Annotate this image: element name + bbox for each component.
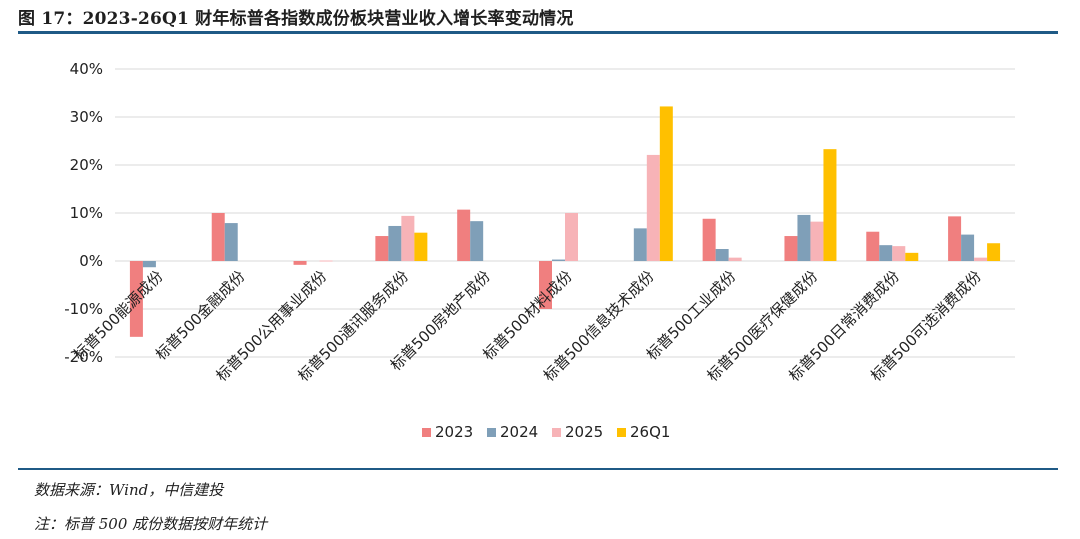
category-label: 标普500材料成份 [479, 267, 576, 364]
legend-swatch-2023 [422, 428, 431, 437]
legend-swatch-26Q1 [617, 428, 626, 437]
bar-2024-6 [633, 228, 647, 261]
category-label: 标普500工业成份 [643, 267, 740, 364]
bar-2023-3 [375, 236, 389, 261]
legend-label-2025: 2025 [565, 423, 603, 441]
bar-2023-5 [539, 261, 552, 309]
y-tick-label: 0% [79, 252, 103, 270]
bar-26Q1-10 [987, 243, 1001, 261]
bar-2025-7 [728, 257, 742, 261]
legend-label-26Q1: 26Q1 [630, 423, 670, 441]
bottom-rule [18, 468, 1058, 470]
bar-2023-2 [293, 261, 307, 265]
bar-2025-10 [974, 257, 988, 261]
bar-26Q1-8 [823, 149, 837, 261]
bar-2023-10 [948, 216, 962, 261]
bar-2023-8 [784, 236, 798, 261]
bar-2023-1 [211, 213, 225, 261]
category-label: 标普500金融成份 [152, 267, 249, 364]
y-tick-label: -10% [64, 300, 103, 318]
bar-26Q1-9 [905, 252, 919, 261]
bar-2024-8 [797, 214, 811, 261]
footnote: 注：标普 500 成份数据按财年统计 [34, 515, 268, 533]
bar-2023-0 [129, 261, 143, 337]
bar-2023-4 [457, 209, 471, 261]
legend: 2023 2024 2025 26Q1 [422, 423, 670, 441]
y-tick-label: 30% [70, 108, 103, 126]
bar-2025-2 [319, 260, 333, 262]
bar-2024-0 [142, 261, 156, 268]
bar-2023-9 [866, 231, 880, 261]
y-tick-label: 20% [70, 156, 103, 174]
legend-label-2023: 2023 [435, 423, 473, 441]
bar-2024-3 [388, 225, 402, 261]
bar-2024-1 [224, 223, 238, 261]
y-tick-label: 40% [70, 60, 103, 78]
legend-label-2024: 2024 [500, 423, 538, 441]
bar-2025-5 [565, 213, 578, 261]
y-tick-label: -20% [64, 348, 103, 366]
bar-2023-7 [702, 218, 716, 261]
legend-swatch-2024 [487, 428, 496, 437]
data-source: 数据来源：Wind，中信建投 [34, 481, 224, 499]
bar-2025-3 [401, 215, 415, 261]
bar-2025-9 [892, 246, 906, 261]
bar-2025-6 [646, 154, 660, 261]
bar-2024-5 [552, 259, 565, 261]
figure-title: 图 17：2023-26Q1 财年标普各指数成份板块营业收入增长率变动情况 [18, 9, 574, 29]
category-labels: 标普500能源成份标普500金融成份标普500公用事业成份标普500通讯服务成份… [70, 267, 985, 385]
bar-chart: -20% -10% 0% 10% 20% 30% 40% 标普500能源成份标普500金融成… [64, 60, 1015, 441]
bar-2025-8 [810, 221, 824, 261]
top-rule [18, 31, 1058, 34]
bar-26Q1-3 [414, 232, 428, 261]
legend-swatch-2025 [552, 428, 561, 437]
bar-2024-4 [470, 221, 484, 261]
bar-2024-9 [879, 245, 893, 261]
y-tick-label: 10% [70, 204, 103, 222]
bar-26Q1-6 [659, 106, 673, 261]
bar-2024-7 [715, 249, 729, 261]
y-axis-ticks: -20% -10% 0% 10% 20% 30% 40% [64, 60, 103, 366]
bars [129, 106, 1001, 337]
bar-2024-10 [961, 234, 975, 261]
